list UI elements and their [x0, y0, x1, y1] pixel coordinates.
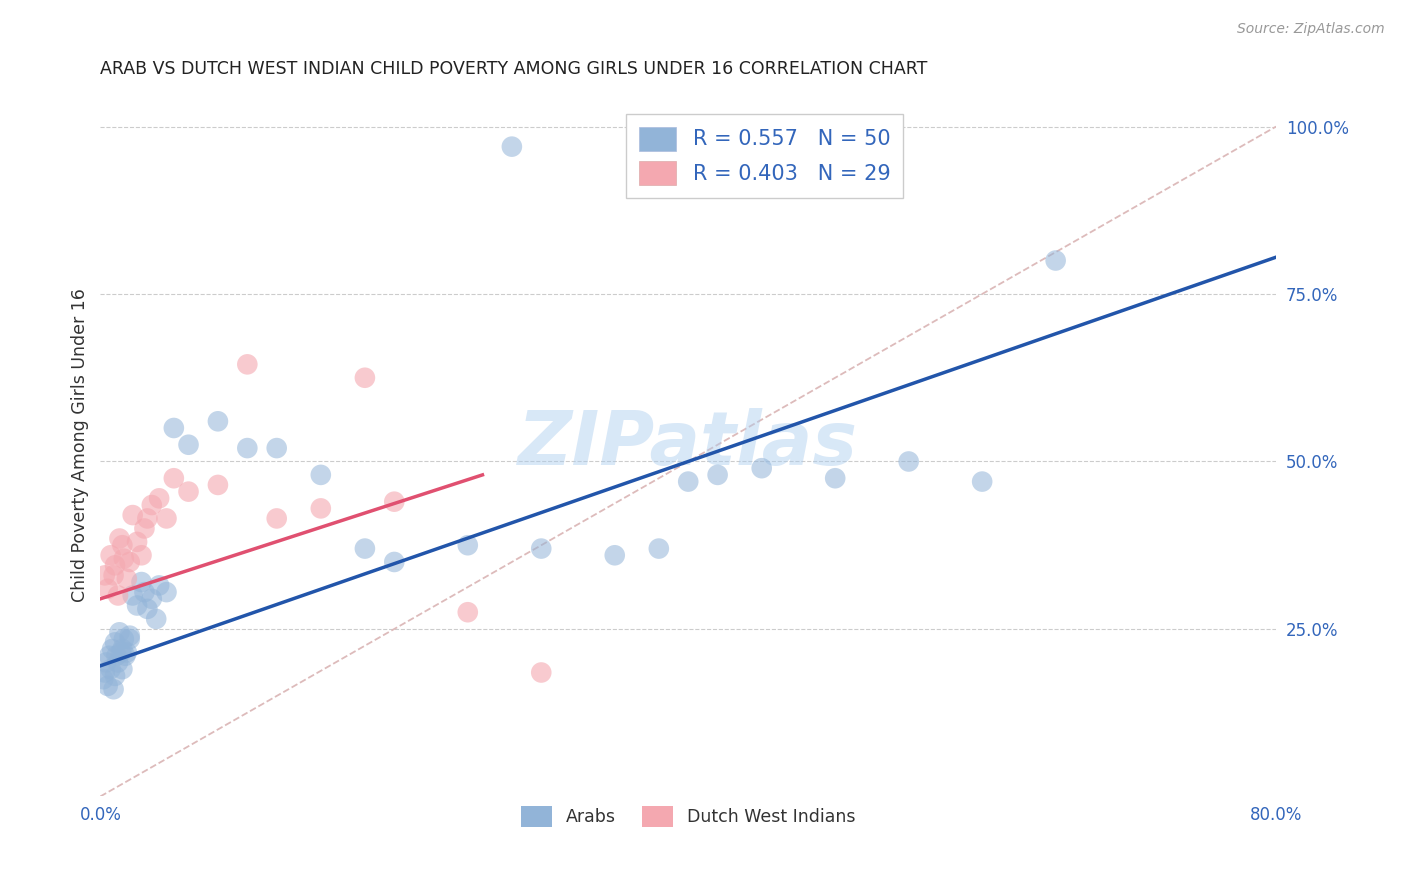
Point [163, 421, 186, 435]
Point [309, 501, 332, 516]
Point [141, 498, 163, 512]
Point [127, 534, 149, 549]
Point [266, 511, 288, 525]
Legend: Arabs, Dutch West Indians: Arabs, Dutch West Indians [513, 799, 862, 833]
Point [145, 612, 167, 626]
Point [115, 645, 138, 659]
Point [108, 532, 131, 546]
Point [91, 672, 114, 686]
Point [354, 370, 377, 384]
Point [104, 669, 127, 683]
Point [457, 538, 479, 552]
Point [121, 508, 143, 522]
Point [530, 665, 553, 680]
Point [382, 494, 405, 508]
Point [100, 662, 122, 676]
Point [118, 632, 141, 646]
Point [115, 572, 138, 586]
Point [97, 679, 120, 693]
Point [131, 549, 153, 563]
Point [96, 656, 118, 670]
Point [136, 602, 159, 616]
Point [236, 357, 259, 371]
Point [108, 625, 131, 640]
Point [134, 585, 156, 599]
Point [134, 521, 156, 535]
Point [118, 555, 141, 569]
Point [110, 645, 132, 659]
Point [136, 511, 159, 525]
Point [107, 589, 129, 603]
Point [103, 568, 125, 582]
Point [112, 632, 135, 646]
Point [103, 682, 125, 697]
Point [897, 454, 920, 468]
Point [530, 541, 553, 556]
Point [236, 441, 259, 455]
Point [148, 578, 170, 592]
Point [104, 635, 127, 649]
Point [148, 491, 170, 506]
Point [94, 665, 117, 680]
Text: Source: ZipAtlas.com: Source: ZipAtlas.com [1237, 22, 1385, 37]
Point [177, 484, 200, 499]
Point [98, 648, 121, 663]
Point [457, 605, 479, 619]
Point [100, 549, 122, 563]
Point [141, 591, 163, 606]
Point [177, 438, 200, 452]
Point [111, 538, 134, 552]
Point [131, 575, 153, 590]
Point [104, 558, 127, 573]
Point [155, 511, 177, 525]
Point [118, 629, 141, 643]
Point [354, 541, 377, 556]
Text: ZIPatlas: ZIPatlas [519, 409, 858, 482]
Point [207, 478, 229, 492]
Text: ARAB VS DUTCH WEST INDIAN CHILD POVERTY AMONG GIRLS UNDER 16 CORRELATION CHART: ARAB VS DUTCH WEST INDIAN CHILD POVERTY … [100, 60, 928, 78]
Point [107, 656, 129, 670]
Point [309, 467, 332, 482]
Point [751, 461, 773, 475]
Point [112, 551, 135, 566]
Point [266, 441, 288, 455]
Point [1045, 253, 1067, 268]
Point [111, 662, 134, 676]
Point [101, 642, 124, 657]
Point [121, 589, 143, 603]
Y-axis label: Child Poverty Among Girls Under 16: Child Poverty Among Girls Under 16 [72, 288, 89, 602]
Point [501, 139, 523, 153]
Point [382, 555, 405, 569]
Point [676, 475, 699, 489]
Point [97, 582, 120, 596]
Point [972, 475, 994, 489]
Point [105, 648, 128, 663]
Point [163, 471, 186, 485]
Point [648, 541, 671, 556]
Point [207, 414, 229, 428]
Point [114, 648, 136, 663]
Point [111, 642, 134, 657]
Point [824, 471, 846, 485]
Point [155, 585, 177, 599]
Point [127, 599, 149, 613]
Point [94, 568, 117, 582]
Point [706, 467, 728, 482]
Point [603, 549, 626, 563]
